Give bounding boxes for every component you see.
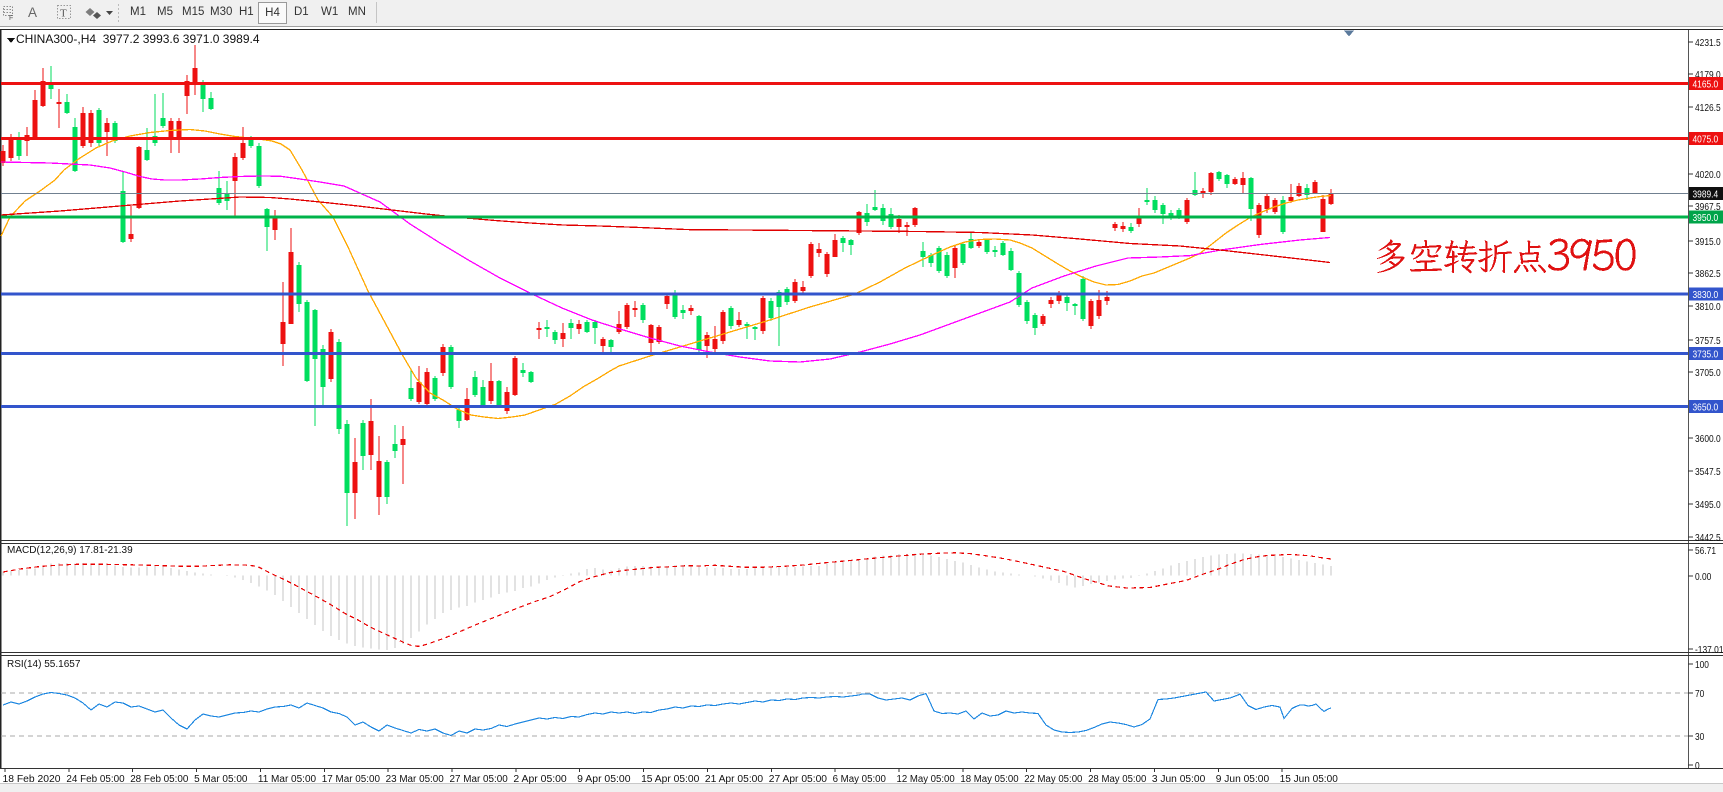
svg-text:3757.5: 3757.5: [1695, 335, 1721, 347]
svg-text:3989.4: 3989.4: [1693, 188, 1719, 200]
svg-text:22 May 05:00: 22 May 05:00: [1024, 774, 1083, 785]
svg-text:15 Apr 05:00: 15 Apr 05:00: [641, 774, 700, 785]
svg-text:23 Mar 05:00: 23 Mar 05:00: [386, 774, 445, 785]
svg-text:3915.0: 3915.0: [1695, 236, 1721, 248]
svg-text:6 May 05:00: 6 May 05:00: [833, 774, 887, 785]
svg-text:4020.0: 4020.0: [1695, 169, 1721, 181]
svg-text:3442.5: 3442.5: [1695, 532, 1721, 544]
svg-text:3830.0: 3830.0: [1693, 289, 1719, 301]
svg-text:3735.0: 3735.0: [1693, 348, 1719, 360]
svg-text:3810.0: 3810.0: [1695, 301, 1721, 313]
svg-text:27 Mar 05:00: 27 Mar 05:00: [450, 774, 509, 785]
svg-text:30: 30: [1695, 731, 1704, 743]
svg-text:28 Feb 05:00: 28 Feb 05:00: [130, 774, 189, 785]
svg-text:3862.5: 3862.5: [1695, 268, 1721, 280]
svg-text:28 May 05:00: 28 May 05:00: [1088, 774, 1147, 785]
svg-text:100: 100: [1695, 659, 1709, 671]
svg-text:9 Jun 05:00: 9 Jun 05:00: [1216, 774, 1270, 785]
svg-text:21 Apr 05:00: 21 Apr 05:00: [705, 774, 764, 785]
svg-text:F: F: [9, 15, 13, 22]
svg-text:3967.5: 3967.5: [1695, 201, 1721, 213]
svg-text:0: 0: [1695, 760, 1700, 772]
svg-text:15 Jun 05:00: 15 Jun 05:00: [1280, 774, 1339, 785]
svg-text:RSI(14) 55.1657: RSI(14) 55.1657: [7, 659, 81, 670]
svg-text:4165.0: 4165.0: [1693, 78, 1719, 90]
svg-text:18 May 05:00: 18 May 05:00: [960, 774, 1019, 785]
svg-text:4231.5: 4231.5: [1695, 37, 1721, 49]
svg-text:18 Feb 2020: 18 Feb 2020: [3, 774, 61, 785]
svg-text:24 Feb 05:00: 24 Feb 05:00: [66, 774, 125, 785]
svg-text:3600.0: 3600.0: [1695, 433, 1721, 445]
svg-text:3 Jun 05:00: 3 Jun 05:00: [1152, 774, 1206, 785]
svg-text:11 Mar 05:00: 11 Mar 05:00: [258, 774, 317, 785]
svg-text:4075.0: 4075.0: [1693, 133, 1719, 145]
svg-text:3495.0: 3495.0: [1695, 499, 1721, 511]
svg-text:2 Apr 05:00: 2 Apr 05:00: [513, 774, 567, 785]
svg-text:70: 70: [1695, 688, 1704, 700]
svg-text:17 Mar 05:00: 17 Mar 05:00: [322, 774, 381, 785]
svg-text:27 Apr 05:00: 27 Apr 05:00: [769, 774, 828, 785]
svg-text:12 May 05:00: 12 May 05:00: [897, 774, 956, 785]
svg-text:MACD(12,26,9) 17.81-21.39: MACD(12,26,9) 17.81-21.39: [7, 545, 133, 556]
svg-text:CHINA300-,H4 3977.2 3993.6 39: CHINA300-,H4 3977.2 3993.6 3971.0 3989.4: [16, 32, 260, 46]
svg-text:-137.01: -137.01: [1695, 644, 1723, 656]
svg-text:0.00: 0.00: [1695, 571, 1711, 583]
svg-text:4126.5: 4126.5: [1695, 102, 1721, 114]
svg-text:3705.0: 3705.0: [1695, 367, 1721, 379]
svg-text:3650.0: 3650.0: [1693, 401, 1719, 413]
svg-text:T: T: [60, 8, 67, 20]
svg-text:3950.0: 3950.0: [1693, 212, 1719, 224]
svg-text:3547.5: 3547.5: [1695, 466, 1721, 478]
svg-text:56.71: 56.71: [1695, 545, 1716, 557]
svg-text:A: A: [28, 5, 37, 20]
svg-text:5 Mar 05:00: 5 Mar 05:00: [194, 774, 248, 785]
svg-text:9 Apr 05:00: 9 Apr 05:00: [577, 774, 631, 785]
